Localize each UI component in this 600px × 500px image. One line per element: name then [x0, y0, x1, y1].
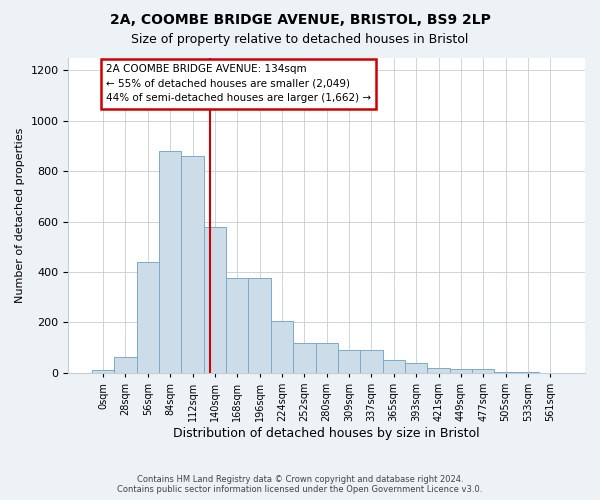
Text: 2A COOMBE BRIDGE AVENUE: 134sqm
← 55% of detached houses are smaller (2,049)
44%: 2A COOMBE BRIDGE AVENUE: 134sqm ← 55% of…	[106, 64, 371, 104]
Bar	[293, 342, 316, 373]
Bar	[427, 368, 450, 373]
Bar	[159, 152, 181, 373]
Bar	[517, 372, 539, 373]
Bar	[181, 156, 204, 373]
Bar	[316, 342, 338, 373]
Bar	[92, 370, 114, 373]
Bar	[137, 262, 159, 373]
Bar	[383, 360, 405, 373]
Bar	[271, 321, 293, 373]
Bar	[114, 356, 137, 373]
Bar	[472, 369, 494, 373]
Bar	[226, 278, 248, 373]
Bar	[248, 278, 271, 373]
Y-axis label: Number of detached properties: Number of detached properties	[15, 128, 25, 303]
Bar	[204, 226, 226, 373]
Bar	[405, 363, 427, 373]
Text: Size of property relative to detached houses in Bristol: Size of property relative to detached ho…	[131, 32, 469, 46]
X-axis label: Distribution of detached houses by size in Bristol: Distribution of detached houses by size …	[173, 427, 480, 440]
Bar	[494, 372, 517, 373]
Text: Contains HM Land Registry data © Crown copyright and database right 2024.
Contai: Contains HM Land Registry data © Crown c…	[118, 474, 482, 494]
Bar	[360, 350, 383, 373]
Bar	[338, 350, 360, 373]
Bar	[450, 369, 472, 373]
Text: 2A, COOMBE BRIDGE AVENUE, BRISTOL, BS9 2LP: 2A, COOMBE BRIDGE AVENUE, BRISTOL, BS9 2…	[110, 12, 490, 26]
